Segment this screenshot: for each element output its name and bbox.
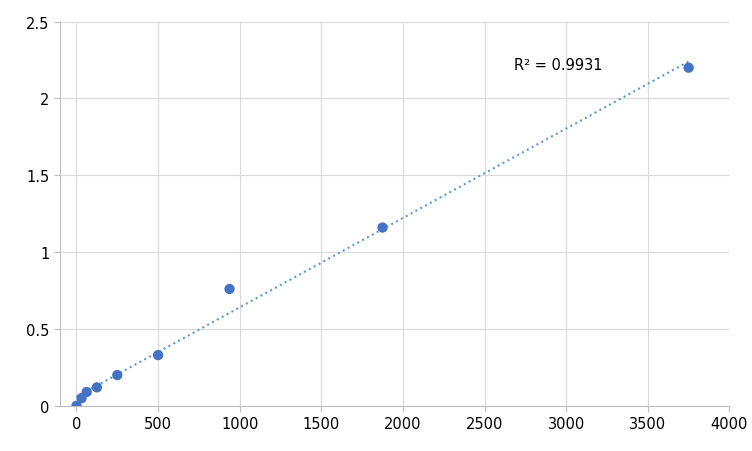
- Point: [75, 395, 87, 402]
- Point: [91, 384, 103, 391]
- Point: [683, 65, 695, 72]
- Point: [223, 286, 235, 293]
- Point: [377, 225, 389, 232]
- Point: [71, 402, 83, 410]
- Point: [111, 372, 123, 379]
- Point: [152, 352, 164, 359]
- Text: R² = 0.9931: R² = 0.9931: [514, 58, 602, 73]
- Point: [80, 388, 92, 396]
